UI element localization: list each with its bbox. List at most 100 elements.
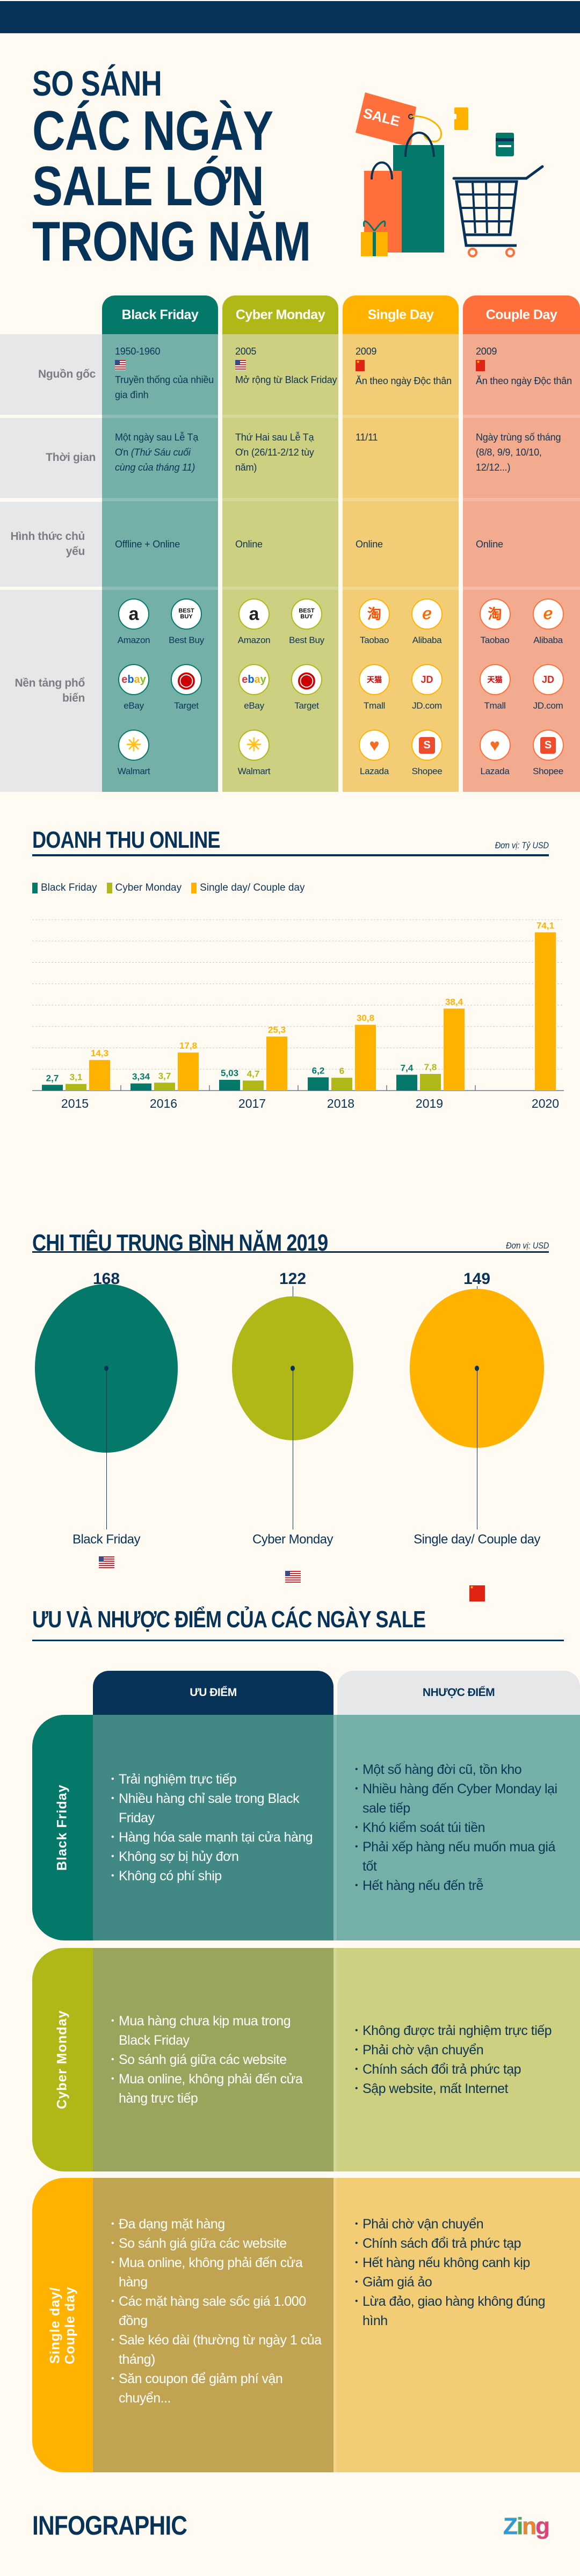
row-divider [222,498,338,501]
column-header-couple-day: Couple Day [463,295,580,334]
data-label: 25,3 [268,1024,286,1035]
legend-label: Cyber Monday [115,882,182,893]
shopee-logo-icon: S [411,730,443,761]
sale-tag-icon: SALE [356,92,443,147]
platform-ebay: ebay eBay [107,664,160,726]
us-flag-icon [99,1556,114,1569]
data-label: 4,7 [247,1069,260,1079]
platform-target: ◉ Target [160,664,213,726]
platform-bestbuy: BEST BUY Best Buy [280,598,333,661]
wallet-icon [451,107,468,130]
center-dot [104,1366,108,1371]
time-cell: Thứ Hai sau Lễ Tạ Ơn (26/11-2/12 tùy năm… [222,418,328,498]
data-label: 2,7 [46,1073,59,1083]
row-bg [0,418,102,498]
platform-taobao: 淘 Taobao [468,598,521,661]
legend-label: Black Friday [41,882,97,893]
origin-cell: 1950-1960 Truyền thống của nhiều gia đìn… [102,334,218,415]
row-label-time: Thời gian [46,451,96,464]
title-line-4: TRONG NĂM [32,211,311,273]
platform-name: Tmall [484,701,506,711]
x-tick-label: 2016 [150,1096,177,1110]
lazada-logo-icon: ♥ [479,730,511,761]
cons-item: Nhiều hàng đến Cyber Monday lại sale tiế… [355,1779,571,1818]
us-flag-icon [235,360,246,370]
platform-jdcom: JD JD.com [401,664,453,726]
zing-letter: Z [503,2513,518,2540]
row-divider [343,498,459,501]
x-tick-label: 2018 [327,1096,354,1110]
data-label: 7,4 [401,1063,414,1073]
tmall-logo-icon: 天猫 [479,664,511,695]
origin-cell: 2009 Ăn theo ngày Độc thân [343,334,459,415]
data-label: 5,03 [221,1068,238,1078]
data-label: 7,8 [424,1062,437,1072]
zing-letter: i [516,2513,523,2540]
group-label-cyber-monday: Cyber Monday [32,1948,93,2171]
taobao-logo-icon: 淘 [359,598,390,630]
title-line-1: SO SÁNH [32,63,162,103]
column-body-cyber-monday [222,334,338,792]
pros-panel-single-day-couple-day: Đa dạng mặt hàngSo sánh giá giữa các web… [93,2178,334,2472]
pros-item: Không sợ bị hủy đơn [111,1847,323,1866]
target-logo-icon: ◉ [171,664,202,695]
data-label: 38,4 [445,997,463,1007]
cons-item: Lừa đảo, giao hàng không đúng hình [355,2292,571,2330]
origin-text: Mở rộng từ Black Friday [235,374,337,385]
cons-item: Giảm giá ảo [355,2272,571,2292]
platform-name: Best Buy [289,635,324,645]
platform-name: Amazon [237,635,271,645]
column-header-black-friday: Black Friday [102,295,218,334]
data-label: 14,3 [91,1048,108,1058]
pros-item: Đa dạng mặt hàng [111,2214,323,2234]
center-dot [291,1366,295,1371]
time-cell: 11/11 [343,418,448,498]
row-bg [0,334,102,415]
bar-cyber-monday-2017 [243,1080,264,1091]
target-logo-icon: ◉ [291,664,322,695]
cons-item: Hết hàng nếu đến trễ [355,1876,571,1895]
platform-name: Target [174,701,199,711]
group-name: Black Friday [54,1784,70,1871]
cons-panel-cyber-monday: Không được trải nghiệm trực tiếpPhải chờ… [334,1948,580,2171]
origin-year: 2009 [476,346,497,357]
section-divider [32,1251,549,1253]
data-label: 17,8 [179,1041,197,1051]
bestbuy-logo-icon: BEST BUY [291,598,322,630]
channel-text: Online [235,539,263,550]
alibaba-logo-icon: ℯ [532,598,564,630]
x-tick-label: 2019 [416,1096,443,1110]
us-flag-icon [115,360,126,370]
cons-item: Phải chờ vận chuyển [355,2214,571,2234]
platform-name: Tmall [363,701,386,711]
platform-name: Lazada [480,766,510,776]
bestbuy-logo-icon: BEST BUY [171,598,202,630]
time-text: Ngày trùng số tháng (8/8, 9/9, 10/10, 12… [476,432,561,473]
spending-label: Single day/ Couple day [414,1532,540,1547]
cons-item: Phải chờ vận chuyển [355,2040,552,2060]
platform-amazon: a Amazon [107,598,160,661]
origin-text: Ăn theo ngày Độc thân [476,376,572,386]
row-divider [463,587,580,590]
x-tick-label: 2015 [61,1096,89,1110]
group-name-text: Single day/ Couple day [47,2286,77,2364]
data-label: 3,1 [70,1072,83,1083]
group-name: Single day/ Couple day [47,2279,77,2371]
section-divider [32,854,549,856]
walmart-logo-icon: ✳ [238,730,270,761]
channel-cell: Online [343,502,459,587]
data-label: 3,7 [158,1071,171,1081]
row-label-channel: Hình thức chủ yếu [10,530,85,558]
channel-cell: Online [463,502,580,587]
amazon-logo-icon: a [238,598,270,630]
shopping-cart-icon [452,165,544,257]
platform-grid: a Amazon BEST BUY Best Buy ebay eBay ◉ Targe… [222,590,338,792]
pros-list: Đa dạng mặt hàngSo sánh giá giữa các web… [111,2214,323,2408]
pros-panel-black-friday: Trải nghiệm trực tiếpNhiều hàng chỉ sale… [93,1715,334,1940]
row-bg [0,502,102,587]
platform-amazon: a Amazon [228,598,280,661]
channel-cell: Offline + Online [102,502,218,587]
pros-list: Trải nghiệm trực tiếpNhiều hàng chỉ sale… [111,1770,323,1886]
legend-item-single-couple-day: Single day/ Couple day [191,882,305,894]
pros-list: Mua hàng chưa kịp mua trong Black Friday… [111,2011,323,2108]
